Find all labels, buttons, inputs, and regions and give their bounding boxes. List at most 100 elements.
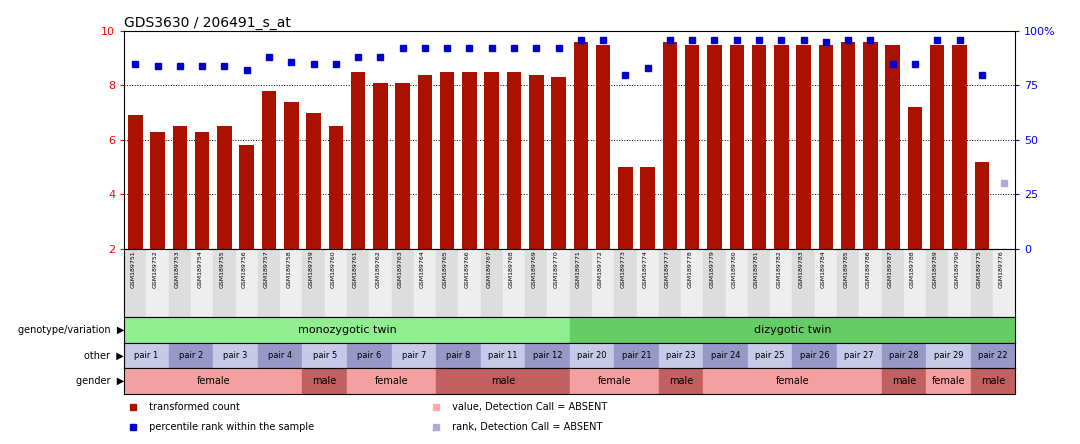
Bar	[302, 369, 347, 394]
Bar	[391, 343, 436, 369]
Bar	[636, 249, 659, 317]
Text: male: male	[490, 377, 515, 386]
Bar	[168, 249, 191, 317]
Bar	[948, 249, 971, 317]
Text: GSM189778: GSM189778	[687, 250, 692, 288]
Bar	[618, 167, 633, 249]
Bar	[347, 369, 436, 394]
Bar	[570, 317, 1015, 343]
Bar	[347, 343, 391, 369]
Text: GSM189768: GSM189768	[509, 250, 514, 288]
Text: pair 28: pair 28	[889, 351, 919, 360]
Text: GSM189788: GSM189788	[910, 250, 915, 288]
Bar	[347, 249, 369, 317]
Bar	[414, 249, 436, 317]
Text: GSM189764: GSM189764	[420, 250, 424, 288]
Bar	[570, 249, 592, 317]
Text: pair 3: pair 3	[224, 351, 247, 360]
Text: GDS3630 / 206491_s_at: GDS3630 / 206491_s_at	[124, 16, 292, 30]
Bar	[369, 249, 391, 317]
Bar	[485, 72, 499, 249]
Text: GSM189759: GSM189759	[309, 250, 313, 288]
Text: rank, Detection Call = ABSENT: rank, Detection Call = ABSENT	[449, 422, 603, 432]
Bar	[707, 45, 721, 249]
Text: pair 21: pair 21	[622, 351, 651, 360]
Text: male: male	[981, 377, 1005, 386]
Bar	[503, 249, 525, 317]
Text: female: female	[197, 377, 230, 386]
Bar	[261, 91, 276, 249]
Text: female: female	[775, 377, 809, 386]
Bar	[191, 249, 214, 317]
Bar	[436, 369, 570, 394]
Text: GSM189762: GSM189762	[376, 250, 380, 288]
Text: GSM189757: GSM189757	[264, 250, 269, 288]
Bar	[926, 343, 971, 369]
Bar	[881, 369, 926, 394]
Text: pair 8: pair 8	[446, 351, 471, 360]
Bar	[436, 249, 458, 317]
Text: GSM189753: GSM189753	[175, 250, 180, 288]
Bar	[615, 343, 659, 369]
Text: pair 6: pair 6	[357, 351, 381, 360]
Bar	[814, 249, 837, 317]
Bar	[373, 83, 388, 249]
Bar	[525, 343, 570, 369]
Text: GSM189787: GSM189787	[888, 250, 893, 288]
Bar	[548, 249, 570, 317]
Bar	[573, 42, 589, 249]
Bar	[124, 343, 168, 369]
Text: genotype/variation  ▶: genotype/variation ▶	[18, 325, 124, 335]
Text: GSM189756: GSM189756	[242, 250, 246, 288]
Text: GSM189781: GSM189781	[754, 250, 759, 288]
Bar	[551, 77, 566, 249]
Bar	[863, 42, 878, 249]
Text: value, Detection Call = ABSENT: value, Detection Call = ABSENT	[449, 401, 608, 412]
Bar	[747, 249, 770, 317]
Text: female: female	[597, 377, 631, 386]
Bar	[147, 249, 168, 317]
Bar	[886, 45, 900, 249]
Bar	[507, 72, 522, 249]
Bar	[217, 126, 232, 249]
Text: pair 22: pair 22	[978, 351, 1008, 360]
Bar	[681, 249, 703, 317]
Bar	[351, 72, 365, 249]
Bar	[129, 115, 143, 249]
Bar	[659, 369, 703, 394]
Bar	[926, 369, 971, 394]
Text: GSM189783: GSM189783	[798, 250, 804, 288]
Text: GSM189774: GSM189774	[643, 250, 648, 288]
Bar	[663, 42, 677, 249]
Text: pair 2: pair 2	[179, 351, 203, 360]
Text: pair 1: pair 1	[134, 351, 159, 360]
Text: GSM189777: GSM189777	[665, 250, 670, 288]
Text: pair 23: pair 23	[666, 351, 696, 360]
Text: GSM189751: GSM189751	[131, 250, 135, 288]
Bar	[481, 343, 525, 369]
Bar	[570, 343, 615, 369]
Bar	[774, 45, 788, 249]
Bar	[659, 343, 703, 369]
Bar	[770, 249, 793, 317]
Bar	[926, 249, 948, 317]
Bar	[258, 343, 302, 369]
Bar	[436, 343, 481, 369]
Text: GSM189790: GSM189790	[955, 250, 959, 288]
Bar	[971, 343, 1015, 369]
Text: GSM189765: GSM189765	[442, 250, 447, 288]
Bar	[726, 249, 747, 317]
Bar	[615, 249, 636, 317]
Bar	[150, 132, 165, 249]
Text: female: female	[375, 377, 408, 386]
Bar	[214, 343, 258, 369]
Bar	[570, 369, 659, 394]
Bar	[258, 249, 280, 317]
Bar	[703, 249, 726, 317]
Text: GSM189760: GSM189760	[330, 250, 336, 288]
Bar	[525, 249, 548, 317]
Bar	[793, 343, 837, 369]
Text: pair 11: pair 11	[488, 351, 517, 360]
Bar	[841, 42, 855, 249]
Bar	[284, 102, 298, 249]
